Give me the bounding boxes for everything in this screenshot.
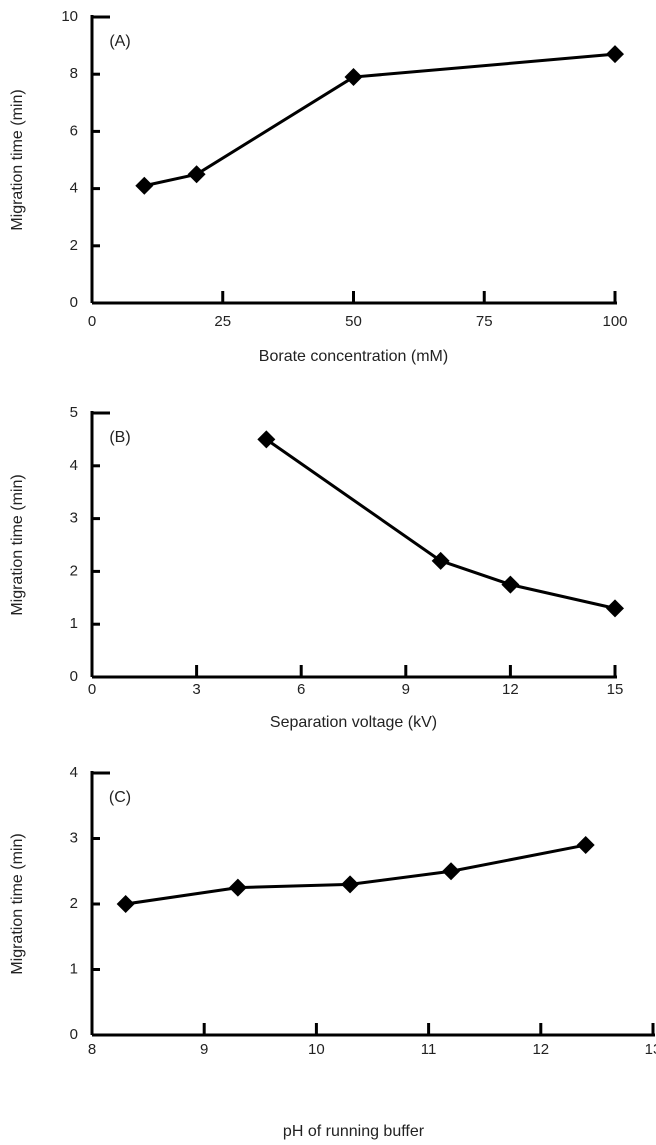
x-tick-label: 50 <box>345 313 362 330</box>
x-tick-label: 100 <box>602 313 627 330</box>
x-tick-label: 12 <box>532 1041 549 1058</box>
data-point <box>228 878 247 897</box>
y-tick-label: 1 <box>70 615 78 632</box>
y-tick-label: 2 <box>70 562 78 579</box>
y-tick-label: 6 <box>70 122 78 139</box>
y-tick-label: 5 <box>70 404 78 421</box>
data-line <box>265 438 616 610</box>
y-axis-label: Migration time (min) <box>9 89 26 230</box>
data-point <box>341 875 360 894</box>
y-tick-label: 10 <box>61 8 78 25</box>
x-tick-label: 0 <box>88 313 96 330</box>
y-tick-label: 2 <box>70 237 78 254</box>
y-tick-label: 0 <box>70 668 78 685</box>
data-point <box>501 575 520 594</box>
x-tick-label: 11 <box>421 1041 437 1058</box>
data-point <box>606 45 624 64</box>
y-tick-label: 4 <box>70 764 78 781</box>
data-point <box>257 430 276 449</box>
data-point <box>606 599 624 618</box>
y-tick-label: 3 <box>70 510 78 527</box>
data-line <box>125 843 586 906</box>
x-tick-label: 13 <box>645 1041 656 1058</box>
x-axis-label: Separation voltage (kV) <box>270 714 437 731</box>
x-tick-label: 6 <box>297 681 305 698</box>
y-tick-label: 3 <box>70 829 78 846</box>
data-point <box>135 176 154 195</box>
panel-label: (A) <box>109 33 130 50</box>
x-tick-label: 0 <box>88 681 96 698</box>
y-tick-label: 8 <box>70 65 78 82</box>
x-tick-label: 12 <box>502 681 519 698</box>
data-point <box>576 836 595 855</box>
y-tick-label: 4 <box>70 180 78 197</box>
data-point <box>187 165 206 184</box>
panel-label: (C) <box>109 789 131 806</box>
x-tick-label: 75 <box>476 313 493 330</box>
y-axis-label: Migration time (min) <box>9 474 26 615</box>
panel-label: (B) <box>109 429 130 446</box>
x-tick-label: 9 <box>402 681 410 698</box>
x-tick-label: 15 <box>607 681 624 698</box>
x-tick-label: 9 <box>200 1041 208 1058</box>
x-tick-label: 25 <box>214 313 231 330</box>
x-tick-label: 8 <box>88 1041 96 1058</box>
data-point <box>344 68 363 87</box>
data-point <box>442 862 461 881</box>
x-tick-label: 10 <box>308 1041 325 1058</box>
data-line <box>143 52 616 188</box>
y-tick-label: 2 <box>70 895 78 912</box>
x-axis-label: pH of running buffer <box>283 1123 425 1140</box>
x-tick-label: 3 <box>192 681 200 698</box>
data-point <box>431 551 450 570</box>
y-tick-label: 0 <box>70 294 78 311</box>
y-tick-label: 0 <box>70 1026 78 1043</box>
x-axis-label: Borate concentration (mM) <box>259 348 448 365</box>
data-point <box>116 895 135 913</box>
y-axis-label: Migration time (min) <box>9 833 26 974</box>
y-tick-label: 4 <box>70 457 78 474</box>
y-tick-label: 1 <box>70 960 78 977</box>
